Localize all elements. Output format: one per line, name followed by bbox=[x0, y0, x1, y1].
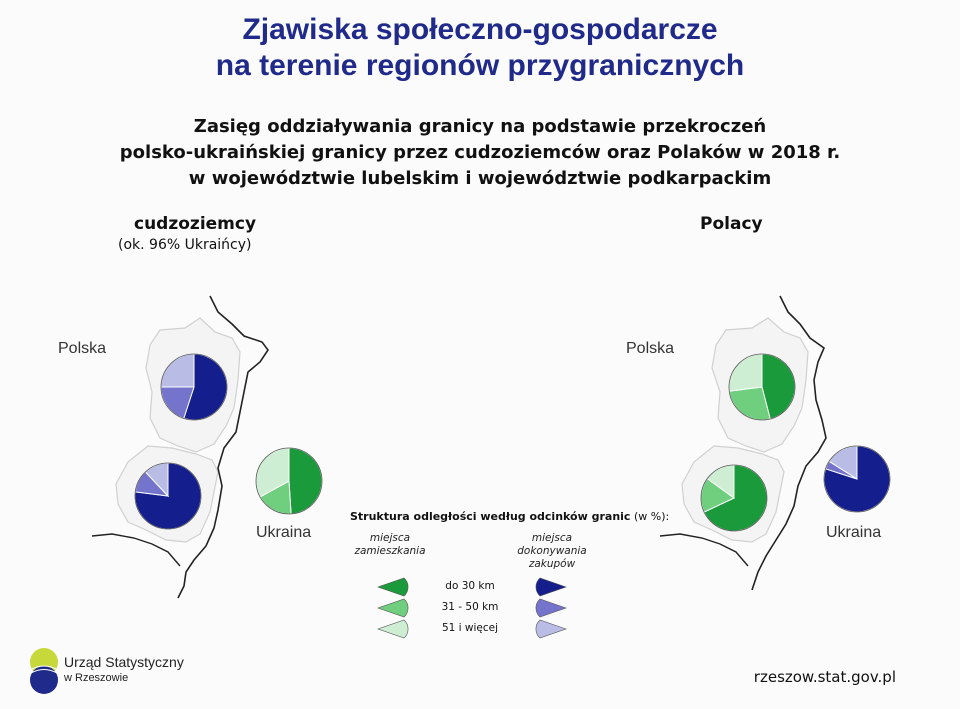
panel-sublabel-cudzoziemcy: (ok. 96% Ukraińcy) bbox=[118, 237, 252, 253]
pie-1-outline bbox=[134, 462, 202, 530]
legend-heading-unit: (w %): bbox=[633, 510, 670, 523]
country-label-ukraina-right: Ukraina bbox=[826, 524, 882, 541]
subtitle-line-3: w województwie lubelskim i województwie … bbox=[188, 168, 772, 189]
legend-swatch-blue-2 bbox=[535, 619, 567, 639]
pie-5-outline bbox=[823, 445, 891, 513]
legend-row-label-1: 31 - 50 km bbox=[441, 601, 499, 613]
legend-row-label-0: do 30 km bbox=[445, 580, 495, 592]
border-line-left-south bbox=[91, 533, 181, 567]
border-line-right-south bbox=[659, 533, 749, 567]
title-line-2: na terenie regionów przygranicznych bbox=[215, 49, 745, 82]
pie-3-outline bbox=[728, 353, 796, 421]
legend-swatch-green-0 bbox=[377, 577, 409, 597]
border-line-right-north bbox=[751, 295, 827, 591]
legend-heading: Struktura odległości według odcinków gra… bbox=[350, 510, 669, 523]
legend-swatch-blue-0 bbox=[535, 577, 567, 597]
footer-url[interactable]: rzeszow.stat.gov.pl bbox=[753, 668, 896, 686]
border-line-left-north bbox=[177, 295, 269, 599]
subtitle-line-1: Zasięg oddziaływania granicy na podstawi… bbox=[193, 116, 767, 137]
pie-0-outline bbox=[160, 353, 228, 421]
legend-heading-bold: Struktura odległości według odcinków gra… bbox=[350, 510, 631, 523]
panel-label-cudzoziemcy: cudzoziemcy bbox=[134, 214, 257, 234]
pie-2-outline bbox=[255, 447, 323, 515]
title-line-1: Zjawiska społeczno-gospodarcze bbox=[242, 13, 718, 46]
pie-2-slice-0 bbox=[288, 447, 323, 515]
org-name-line-2: w Rzeszowie bbox=[64, 672, 129, 684]
legend-row-label-2: 51 i więcej bbox=[441, 622, 499, 634]
legend-col-zakupow: miejsca dokonywania zakupów bbox=[517, 532, 587, 570]
pie-4-outline bbox=[700, 464, 768, 532]
country-label-polska-left: Polska bbox=[58, 340, 107, 357]
country-label-polska-right: Polska bbox=[626, 340, 675, 357]
country-label-ukraina-left: Ukraina bbox=[256, 524, 312, 541]
org-name-line-1: Urząd Statystyczny bbox=[64, 654, 184, 670]
legend-swatch-green-2 bbox=[377, 619, 409, 639]
org-logo-icon bbox=[29, 648, 59, 694]
legend-col-zamieszkania: miejsca zamieszkania bbox=[354, 532, 426, 557]
legend-swatch-green-1 bbox=[377, 598, 409, 618]
org-name: Urząd Statystyczny w Rzeszowie bbox=[64, 654, 184, 684]
subtitle-line-2: polsko-ukraińskiej granicy przez cudzozi… bbox=[119, 142, 841, 163]
page-title: Zjawiska społeczno-gospodarcze na tereni… bbox=[0, 12, 960, 84]
panel-label-polacy: Polacy bbox=[700, 214, 763, 234]
legend-swatch-blue-1 bbox=[535, 598, 567, 618]
chart-subtitle: Zasięg oddziaływania granicy na podstawi… bbox=[0, 114, 960, 192]
